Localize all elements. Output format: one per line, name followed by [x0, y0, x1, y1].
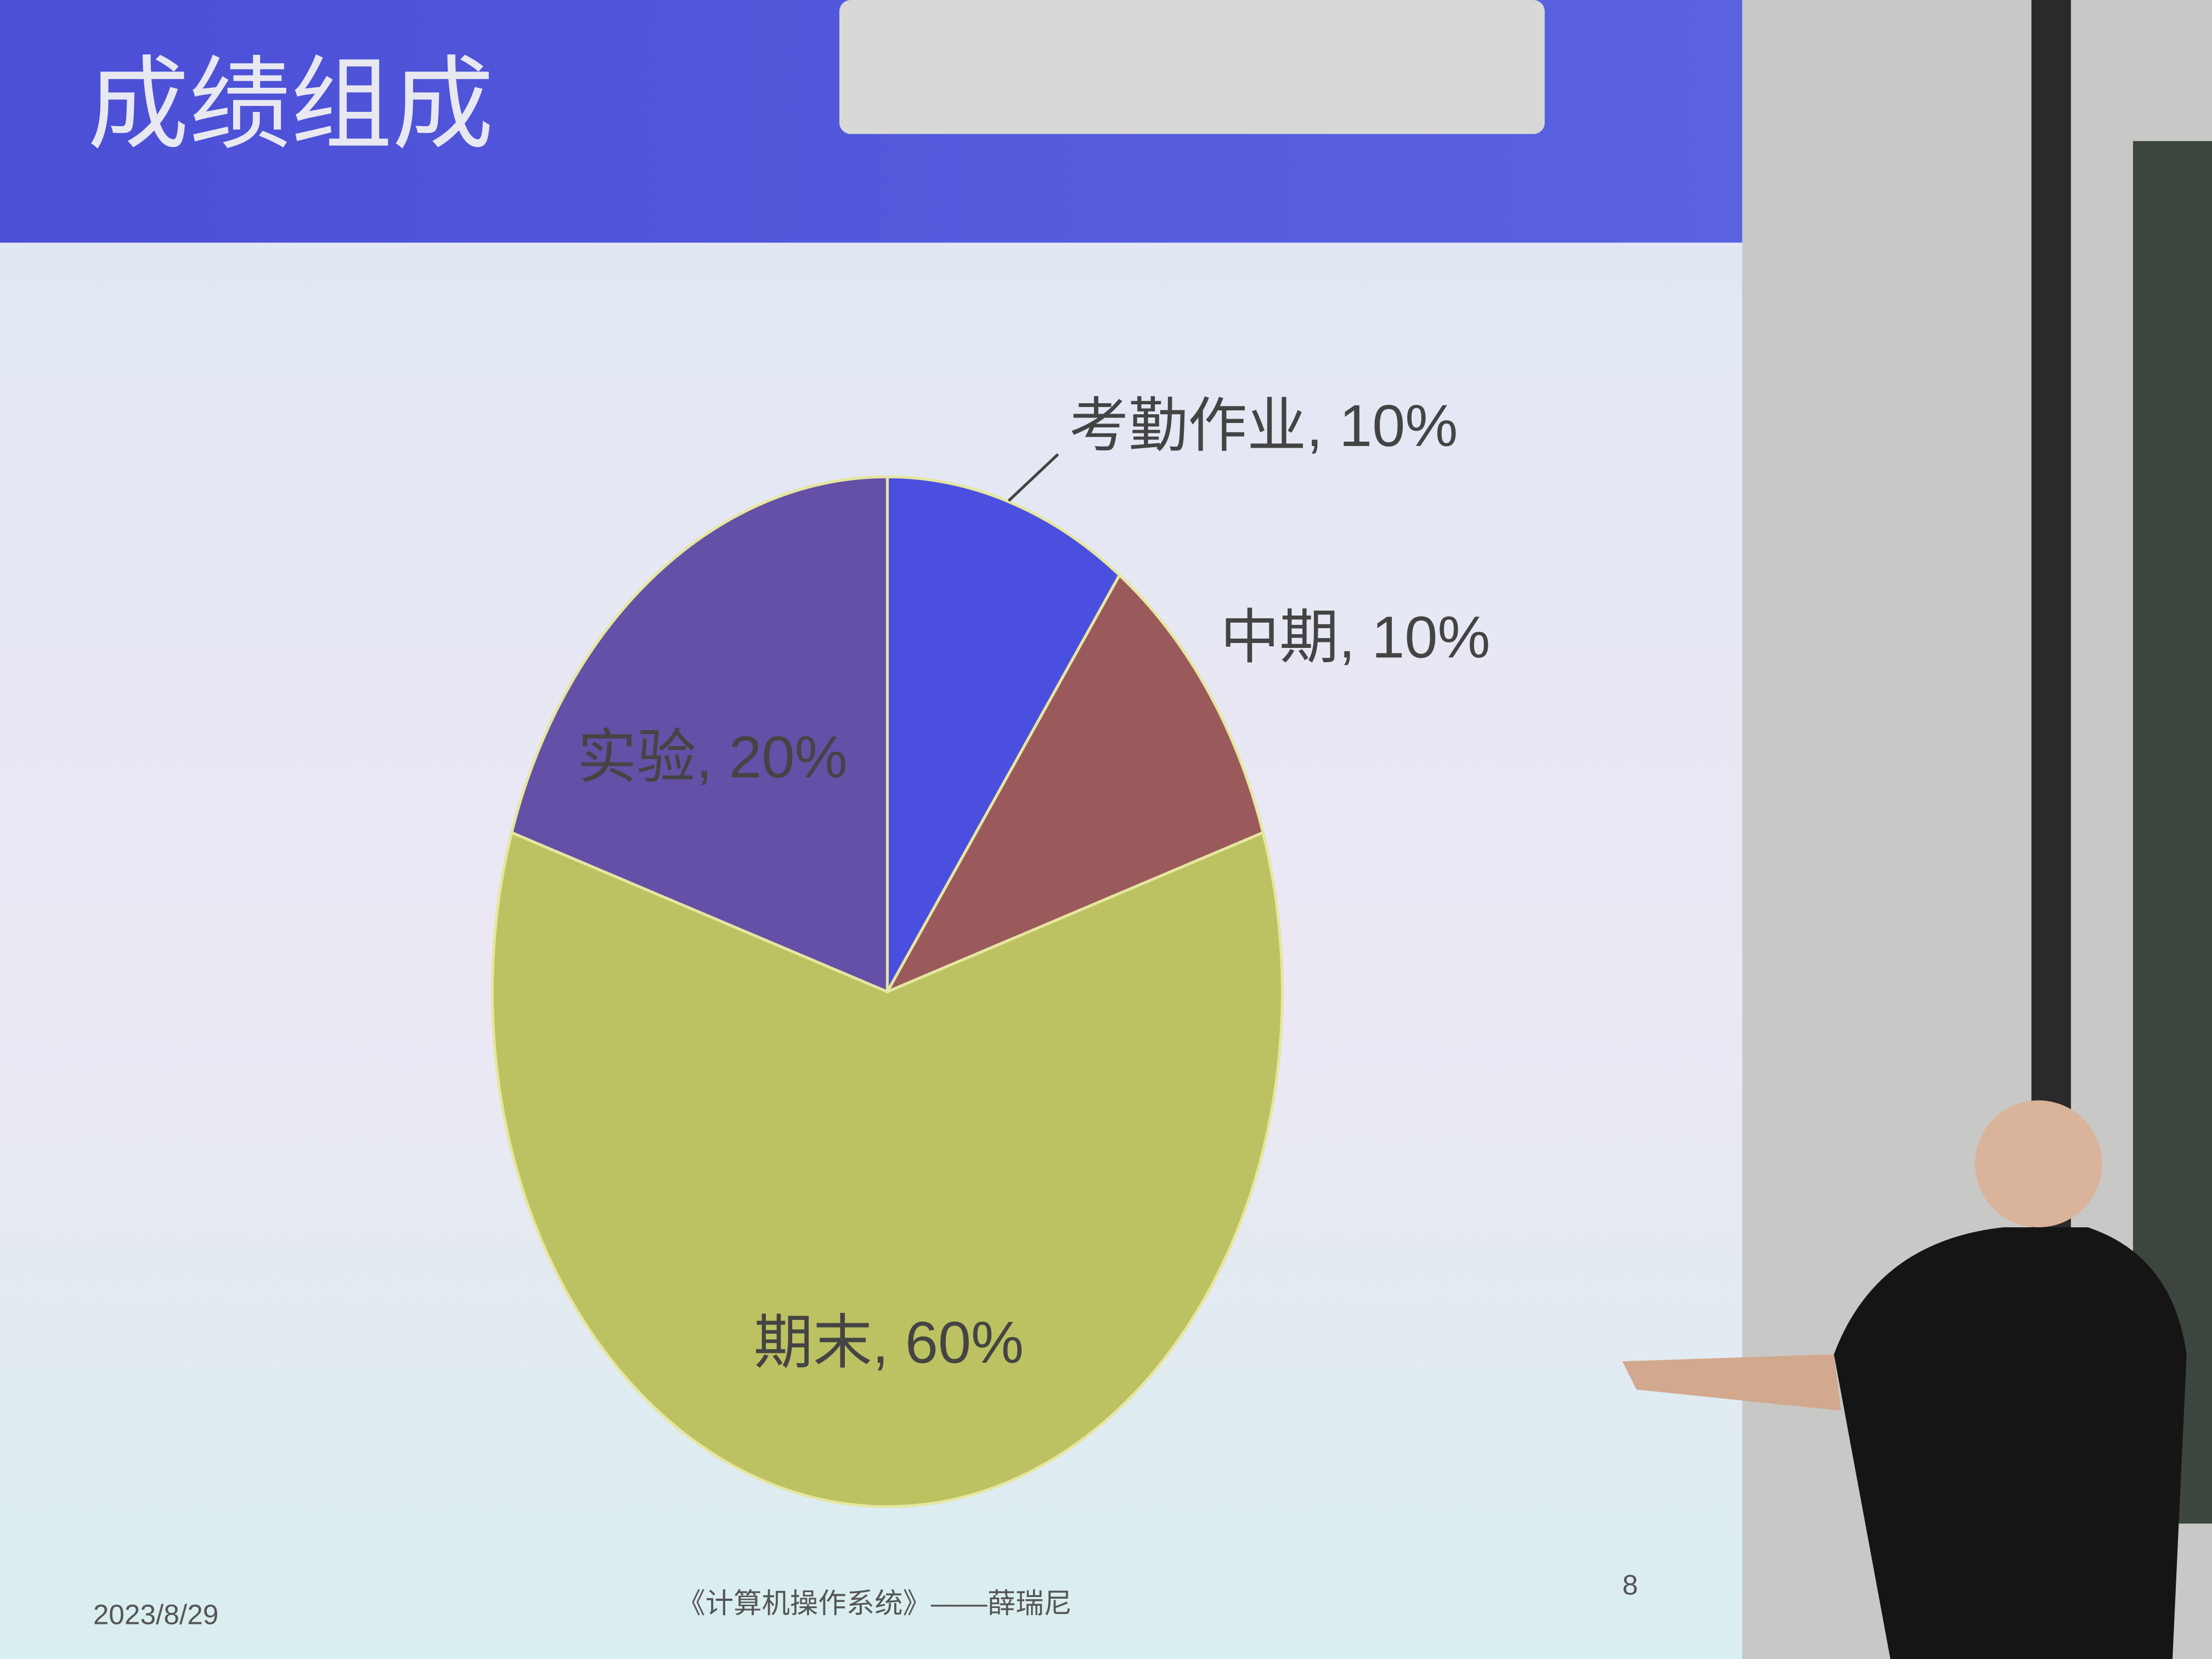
pie-slice: [885, 475, 1121, 997]
data-label: 考勤作业, 10%: [1069, 392, 1458, 459]
slide-footer: 《计算机操作系统》——薛瑞尼: [677, 1587, 1072, 1619]
pie-slice: [490, 831, 1284, 1508]
leader-line: [1007, 453, 1059, 502]
data-label: 中期, 10%: [1220, 604, 1490, 670]
slide-date: 2023/8/29: [93, 1598, 219, 1630]
slide-title: 成绩组成: [87, 48, 494, 162]
data-label: 实验, 20%: [577, 724, 847, 790]
presenter: [1622, 1100, 2187, 1659]
data-label: 期末, 60%: [754, 1309, 1024, 1375]
projector: [839, 0, 1545, 134]
slide-page: 8: [1622, 1568, 1638, 1600]
pie-slice: [884, 573, 1265, 995]
pie-slice: [510, 475, 889, 994]
